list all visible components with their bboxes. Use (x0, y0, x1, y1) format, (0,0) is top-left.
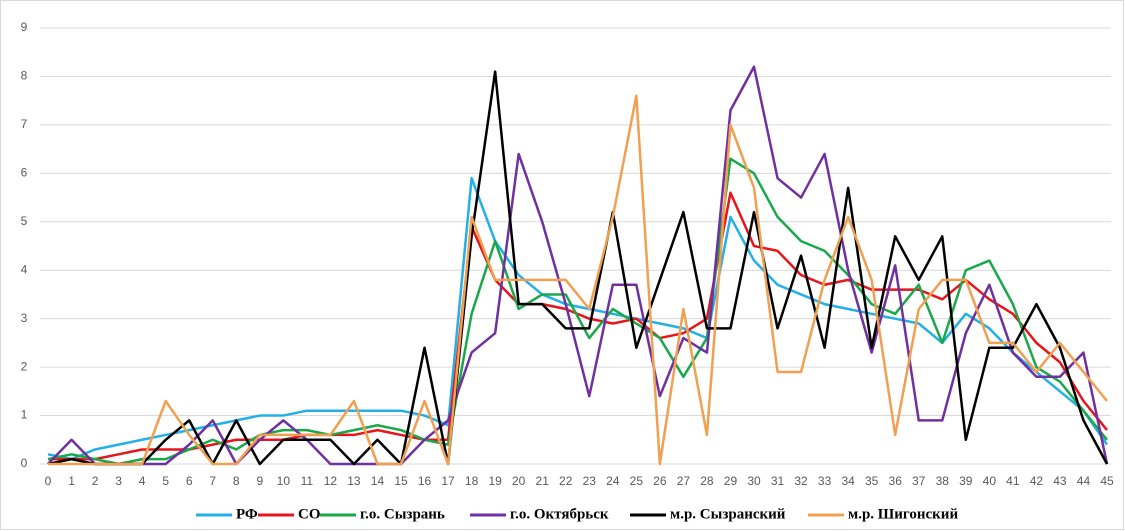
x-tick-label: 15 (394, 474, 408, 488)
x-tick-label: 28 (700, 474, 714, 488)
x-tick-label: 34 (841, 474, 855, 488)
x-tick-label: 38 (936, 474, 950, 488)
x-tick-label: 9 (256, 474, 263, 488)
y-tick-label: 6 (21, 166, 28, 180)
x-tick-label: 11 (301, 474, 314, 488)
x-tick-label: 19 (488, 474, 502, 488)
series-line (47, 70, 1109, 466)
y-tick-label: 3 (21, 311, 28, 325)
x-tick-label: 10 (277, 474, 291, 488)
y-tick-label: 5 (21, 214, 28, 228)
x-tick-label: 13 (347, 474, 361, 488)
x-tick-label: 33 (818, 474, 832, 488)
series-line (47, 176, 1109, 461)
legend-label: г.о. Сызрань (360, 506, 445, 522)
x-tick-label: 42 (1030, 474, 1044, 488)
y-tick-label: 4 (21, 262, 28, 276)
x-tick-label: 35 (865, 474, 879, 488)
x-tick-label: 20 (512, 474, 526, 488)
x-tick-label: 26 (653, 474, 667, 488)
x-tick-label: 7 (209, 474, 216, 488)
x-tick-label: 18 (465, 474, 479, 488)
x-tick-label: 21 (536, 474, 550, 488)
x-tick-label: 41 (1006, 474, 1020, 488)
y-tick-label: 1 (21, 408, 28, 422)
x-tick-label: 22 (559, 474, 573, 488)
x-tick-label: 24 (606, 474, 620, 488)
x-tick-label: 36 (889, 474, 903, 488)
x-tick-label: 29 (724, 474, 738, 488)
x-tick-label: 27 (677, 474, 691, 488)
x-tick-label: 17 (441, 474, 455, 488)
legend-label: г.о. Октябрьск (510, 506, 609, 522)
y-tick-label: 8 (21, 69, 28, 83)
x-tick-label: 40 (983, 474, 997, 488)
x-tick-label: 0 (45, 474, 52, 488)
y-tick-label: 9 (21, 20, 28, 34)
x-tick-label: 6 (186, 474, 193, 488)
y-tick-label: 2 (21, 359, 28, 373)
x-tick-label: 32 (794, 474, 808, 488)
x-tick-label: 4 (139, 474, 146, 488)
series-line (48, 94, 1108, 466)
legend-label: м.р. Сызранский (670, 506, 786, 522)
x-tick-label: 14 (371, 474, 385, 488)
legend-label: СО (298, 506, 321, 522)
x-tick-label: 39 (959, 474, 973, 488)
x-tick-label: 45 (1100, 474, 1114, 488)
x-tick-label: 44 (1077, 474, 1091, 488)
legend-label: РФ (236, 506, 258, 522)
x-tick-label: 12 (324, 474, 338, 488)
x-tick-label: 43 (1053, 474, 1067, 488)
x-tick-label: 23 (583, 474, 597, 488)
x-tick-label: 5 (162, 474, 169, 488)
x-tick-label: 31 (771, 474, 785, 488)
legend-label: м.р. Шигонский (848, 506, 958, 522)
x-tick-label: 1 (68, 474, 75, 488)
y-tick-label: 0 (21, 456, 28, 470)
x-tick-label: 25 (630, 474, 644, 488)
x-tick-label: 30 (747, 474, 761, 488)
x-tick-label: 16 (418, 474, 432, 488)
y-tick-label: 7 (21, 117, 28, 131)
x-tick-label: 2 (92, 474, 99, 488)
x-tick-label: 37 (912, 474, 926, 488)
x-tick-label: 8 (233, 474, 240, 488)
x-tick-label: 3 (115, 474, 122, 488)
